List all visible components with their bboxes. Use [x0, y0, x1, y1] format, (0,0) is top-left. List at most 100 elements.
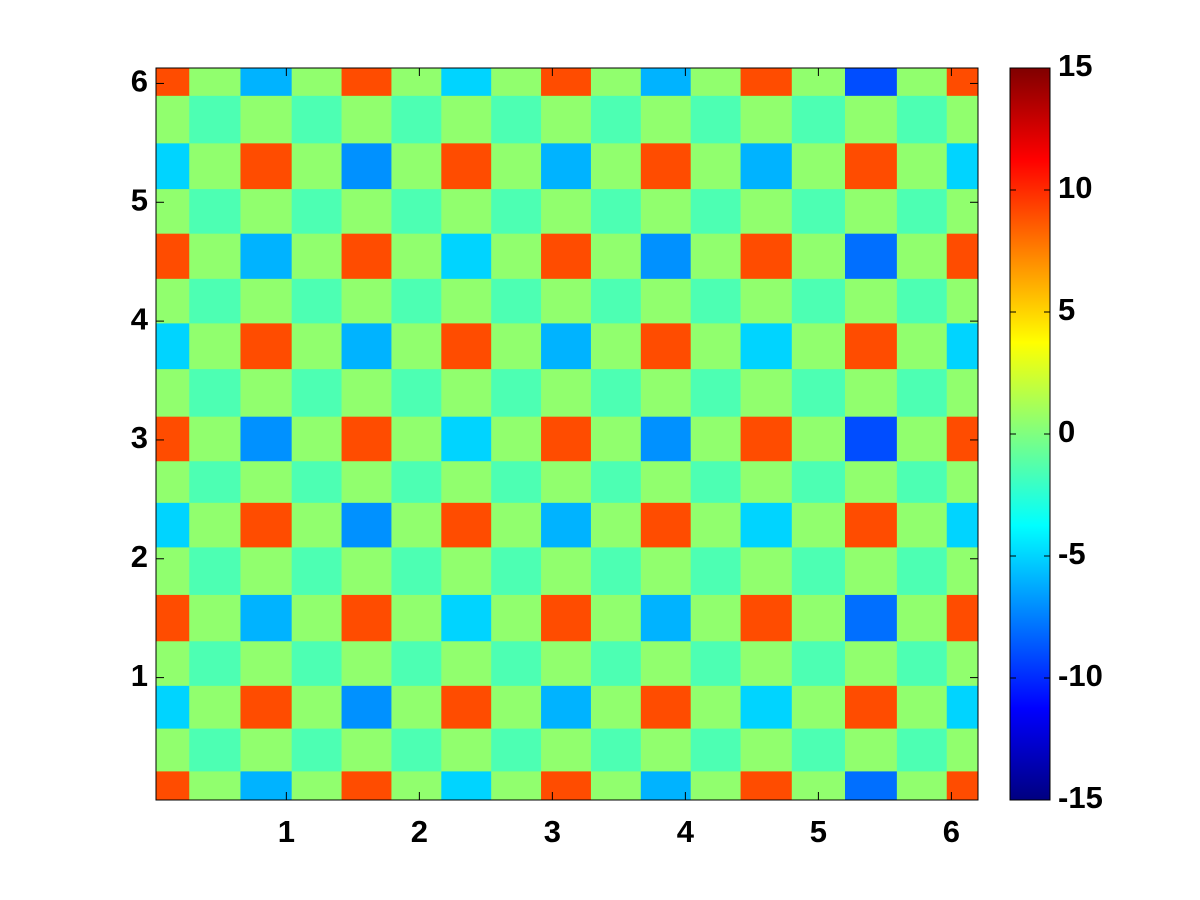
heat-cell [590, 233, 642, 279]
heat-cell [640, 416, 692, 462]
heat-cell [240, 594, 293, 642]
heat-cell [590, 278, 642, 324]
heat-cell [740, 68, 793, 96]
heat-cell [640, 770, 692, 800]
heat-cell [844, 142, 898, 190]
heat-cell [946, 68, 978, 96]
heat-cell [640, 640, 692, 686]
heat-cell [896, 640, 948, 686]
heat-cell [791, 322, 846, 370]
heat-cell [844, 368, 898, 417]
heat-cell [946, 728, 978, 772]
heat-cell [341, 68, 392, 96]
heat-cell [541, 278, 592, 324]
heat-cell [541, 68, 592, 96]
y-tick-label: 5 [131, 182, 148, 217]
heat-cell [946, 368, 978, 417]
heat-cell [491, 594, 542, 642]
heat-cell [590, 142, 642, 190]
heat-cell [946, 685, 978, 729]
heat-cell [341, 594, 392, 642]
heat-cell [640, 95, 692, 144]
heat-cell [896, 416, 948, 462]
heat-cell [791, 640, 846, 686]
heat-cell [341, 460, 392, 503]
heat-cell [341, 728, 392, 772]
heat-cell [341, 685, 392, 729]
heat-cell [690, 770, 742, 800]
heat-cell [896, 685, 948, 729]
heat-cell [156, 594, 190, 642]
heat-cell [441, 95, 492, 144]
heat-cell [391, 322, 442, 370]
heat-cell [156, 460, 190, 503]
heat-cell [690, 322, 742, 370]
heat-cell [740, 416, 793, 462]
x-tick-label: 1 [278, 814, 295, 849]
heat-cell [541, 728, 592, 772]
heat-cell [491, 685, 542, 729]
heat-cell [946, 770, 978, 800]
heat-cell [291, 68, 343, 96]
heat-cell [844, 233, 898, 279]
heat-cell [240, 502, 293, 548]
heat-cell [391, 770, 442, 800]
heat-cell [690, 685, 742, 729]
heat-cell [740, 188, 793, 234]
heat-cell [441, 322, 492, 370]
heat-cell [896, 728, 948, 772]
heat-cell [291, 594, 343, 642]
heat-cell [441, 188, 492, 234]
heat-cell [291, 233, 343, 279]
heat-cell [896, 95, 948, 144]
heat-cell [391, 278, 442, 324]
heat-cell [541, 640, 592, 686]
heat-cell [341, 546, 392, 595]
heat-cell [189, 416, 241, 462]
heat-cell [640, 278, 692, 324]
plot-frame [155, 67, 979, 801]
heat-cell [391, 728, 442, 772]
heat-cell [441, 594, 492, 642]
heat-cell [690, 594, 742, 642]
y-tick-label: 4 [131, 301, 149, 336]
heat-cell [341, 142, 392, 190]
heat-cell [791, 416, 846, 462]
heat-cell [391, 502, 442, 548]
heat-cell [590, 188, 642, 234]
heat-cell [156, 95, 190, 144]
heat-cell [491, 322, 542, 370]
heat-cell [896, 460, 948, 503]
heat-cell [640, 728, 692, 772]
heat-cell [844, 322, 898, 370]
heat-cell [946, 278, 978, 324]
heat-cell [946, 594, 978, 642]
heat-cell [189, 640, 241, 686]
heat-cell [240, 68, 293, 96]
heat-cell [844, 278, 898, 324]
heat-cell [240, 546, 293, 595]
heat-cell [156, 502, 190, 548]
heat-cell [391, 460, 442, 503]
heat-cell [441, 416, 492, 462]
heat-cell [441, 502, 492, 548]
heat-cell [156, 68, 190, 96]
heat-cell [791, 728, 846, 772]
heat-cell [341, 502, 392, 548]
colorbar-tick-label: 15 [1058, 48, 1092, 83]
heat-cell [791, 685, 846, 729]
heat-cell [740, 322, 793, 370]
heat-cell [896, 68, 948, 96]
heat-cell [640, 502, 692, 548]
heat-cell [640, 68, 692, 96]
heat-cell [896, 546, 948, 595]
heat-cell [791, 594, 846, 642]
heat-cell [541, 460, 592, 503]
x-tick-label: 4 [677, 814, 695, 849]
heat-cell [189, 368, 241, 417]
heat-cell [189, 68, 241, 96]
heat-cell [740, 594, 793, 642]
heat-cell [896, 233, 948, 279]
heat-cell [844, 728, 898, 772]
